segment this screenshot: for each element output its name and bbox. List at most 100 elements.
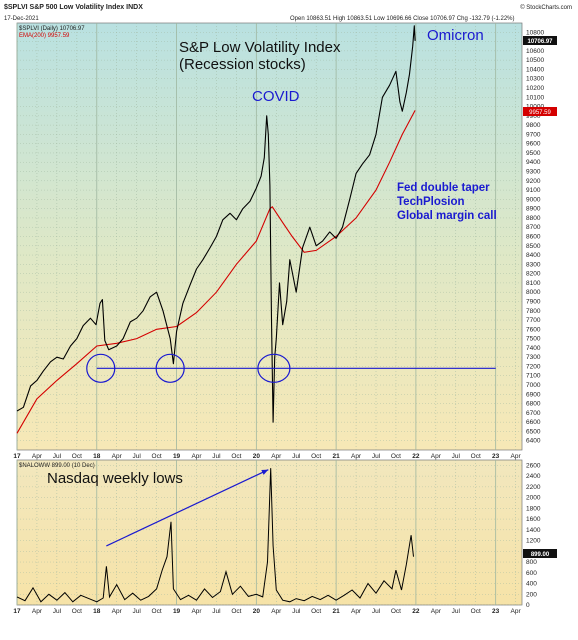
price-badge-label: 10706.97 [527,39,553,45]
price-x-axis: 17 Apr Jul Oct 18 Apr Jul Oct 19 Apr Jul Oct 20 Apr Ju… [13,453,521,460]
price-x-tick-label: 19 [173,453,181,460]
price-x-tick-label: 18 [93,453,101,460]
price-y-tick-label: 8700 [526,224,541,231]
ema-badge [523,107,557,116]
price-y-tick-label: 10600 [526,48,544,55]
lows-x-tick-label: Apr [112,608,123,615]
lows-x-tick-label: Apr [351,608,362,615]
annotation-covid: COVID [252,88,300,105]
price-x-tick-label: Apr [511,453,522,460]
lows-x-tick-label: Apr [431,608,442,615]
lows-x-tick-label: 21 [332,608,340,615]
annotation-title-line1: S&P Low Volatility Index [179,39,341,56]
price-x-tick-label: Apr [32,453,43,460]
lows-y-tick-label: 600 [526,570,537,577]
lows-x-tick-label: Oct [391,608,401,615]
price-y-tick-label: 7500 [526,336,541,343]
lower-badge [523,549,557,558]
price-y-tick-label: 6900 [526,391,541,398]
price-y-tick-label: 7000 [526,382,541,389]
price-grid [16,23,522,450]
low-circle [86,353,116,383]
price-x-tick-label: Apr [112,453,123,460]
price-y-tick-label: 7800 [526,308,541,315]
lows-x-tick-label: Oct [311,608,321,615]
lows-x-tick-label: Jul [133,608,142,615]
low-circle [257,353,291,383]
lows-x-tick-label: 19 [173,608,181,615]
lows-y-tick-label: 1800 [526,505,541,512]
price-x-tick-label: 23 [492,453,500,460]
header-quote: Open 10863.51 High 10863.51 Low 10696.66… [290,16,515,22]
annotation-fed-line3: Global margin call [397,210,497,222]
price-x-tick-label: Jul [212,453,221,460]
price-y-tick-label: 10300 [526,76,544,83]
price-x-tick-label: Oct [231,453,241,460]
price-y-tick-label: 8800 [526,215,541,222]
trend-arrow-head [261,469,269,475]
annotation-nasdaq: Nasdaq weekly lows [47,470,183,487]
lows-y-tick-label: 2200 [526,484,541,491]
lows-y-tick-label: 0 [526,602,530,609]
price-y-tick-label: 6400 [526,438,541,445]
lows-y-tick-label: 2000 [526,495,541,502]
price-y-tick-label: 9100 [526,187,541,194]
annotation-fed-line2: TechPlosion [397,196,465,208]
price-x-tick-label: 17 [13,453,21,460]
lows-x-tick-label: Jul [372,608,381,615]
price-y-tick-label: 9900 [526,113,541,120]
lows-x-tick-label: Jul [53,608,62,615]
annotation-fed-line1: Fed double taper [397,182,490,194]
price-y-tick-label: 9600 [526,141,541,148]
price-x-tick-label: 22 [412,453,420,460]
price-y-tick-label: 8100 [526,280,541,287]
price-x-tick-label: 20 [253,453,261,460]
annotation-omicron: Omicron [427,27,484,44]
price-y-tick-label: 9500 [526,150,541,157]
price-y-tick-label: 10200 [526,85,544,92]
lows-y-axis: 0200400600800100012001400160018002000220… [526,462,541,609]
lows-x-tick-label: 20 [253,608,261,615]
price-x-tick-label: Apr [431,453,442,460]
price-y-tick-label: 10500 [526,57,544,64]
lows-plot [16,468,414,603]
price-y-tick-label: 7400 [526,345,541,352]
low-circle [155,353,185,383]
price-y-tick-label: 8600 [526,234,541,241]
price-x-tick-label: 21 [332,453,340,460]
price-y-tick-label: 10100 [526,94,544,101]
lows-x-tick-label: Apr [32,608,43,615]
lows-x-tick-label: 18 [93,608,101,615]
lows-y-tick-label: 2600 [526,462,541,469]
price-y-tick-label: 6700 [526,410,541,417]
lows-x-tick-label: Apr [191,608,202,615]
lows-x-tick-label: 17 [13,608,21,615]
lows-x-tick-label: Oct [471,608,481,615]
lows-x-tick-label: Oct [231,608,241,615]
series-line-ema [16,110,416,434]
legend-ema: EMA(200) 9957.59 [19,33,70,39]
price-x-tick-label: Apr [351,453,362,460]
trend-arrow-line [106,469,269,547]
price-x-tick-label: Jul [133,453,142,460]
lows-x-tick-label: Jul [452,608,461,615]
lows-x-tick-label: Oct [72,608,82,615]
price-y-tick-label: 9200 [526,178,541,185]
price-y-tick-label: 8000 [526,289,541,296]
series-line-splvi [16,25,416,423]
lows-x-tick-label: Oct [152,608,162,615]
lows-x-tick-label: Apr [271,608,282,615]
lows-y-tick-label: 1200 [526,538,541,545]
price-y-tick-label: 8400 [526,252,541,259]
price-x-tick-label: Oct [152,453,162,460]
header-brand: © StockCharts.com [520,4,572,11]
price-y-tick-label: 7600 [526,326,541,333]
price-y-tick-label: 9800 [526,122,541,129]
price-x-tick-label: Oct [471,453,481,460]
price-x-tick-label: Oct [391,453,401,460]
lower-badge-label: 899.00 [531,552,550,558]
price-y-axis: 6400 6500 6600 6700 6800 6900 7000 7100 7200 7300… [526,29,544,444]
legend-lower: $NALOWW 899.00 (10 Dec) [19,463,95,469]
lows-x-tick-label: Apr [511,608,522,615]
